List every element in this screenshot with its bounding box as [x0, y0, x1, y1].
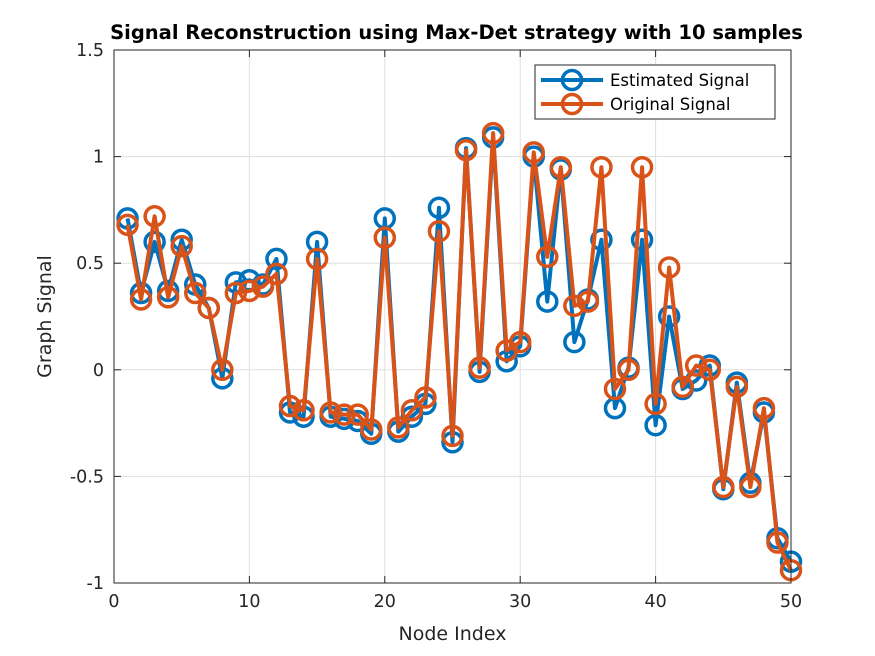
chart-title: Signal Reconstruction using Max-Det stra… [110, 21, 803, 44]
data-point [238, 279, 261, 303]
data-point [725, 375, 749, 399]
data-point [143, 230, 166, 254]
data-point [129, 281, 153, 305]
data-point [657, 305, 681, 328]
series-layer [116, 121, 803, 582]
legend-label: Original Signal [610, 95, 731, 114]
y-tick-label: 0.5 [76, 254, 104, 274]
data-point [454, 138, 478, 162]
data-point [156, 279, 180, 303]
x-axis-label: Node Index [399, 623, 507, 645]
data-point [265, 262, 288, 286]
data-point [508, 330, 532, 354]
y-tick-label: -0.5 [70, 467, 104, 487]
data-point [712, 475, 735, 499]
y-tick-label: 1 [93, 148, 104, 168]
data-point [644, 413, 667, 437]
x-tick-label: 30 [509, 592, 531, 612]
data-point [211, 358, 234, 382]
x-tick-label: 50 [780, 592, 802, 612]
y-axis-label: Graph Signal [34, 255, 56, 378]
data-point [522, 141, 545, 164]
data-point [373, 226, 397, 249]
legend: Estimated Signal Original Signal [534, 64, 776, 120]
ticks: 0 10 20 30 40 50 -1 -0.5 0 0.5 1 1.5 [70, 41, 802, 612]
data-point [427, 219, 451, 243]
data-point [387, 416, 410, 439]
data-point [563, 330, 586, 354]
data-point [739, 475, 762, 499]
data-point [400, 399, 424, 422]
data-point [278, 394, 302, 418]
legend-label: Estimated Signal [610, 71, 749, 90]
x-tick-label: 0 [108, 592, 119, 612]
series-original-signal [116, 121, 803, 582]
data-point [563, 294, 586, 318]
data-point [536, 290, 559, 313]
data-point [116, 213, 139, 237]
data-point [143, 205, 166, 228]
data-point [305, 247, 329, 271]
legend-box [534, 64, 776, 120]
y-tick-label: 0 [93, 361, 104, 381]
data-point [752, 396, 776, 420]
data-point [657, 256, 681, 279]
data-point [156, 286, 180, 309]
x-tick-label: 40 [644, 592, 666, 612]
data-point [265, 247, 288, 271]
data-point [671, 375, 694, 399]
data-point [576, 290, 600, 313]
data-point [468, 356, 491, 379]
data-point [590, 228, 613, 251]
data-point [644, 392, 667, 416]
data-point [183, 281, 207, 305]
data-point [617, 358, 640, 382]
data-point [251, 275, 275, 298]
data-point [630, 156, 654, 179]
data-point [427, 196, 451, 220]
data-point [346, 403, 369, 426]
legend-marker [560, 68, 584, 92]
y-tick-label: -1 [87, 574, 104, 594]
x-tick-label: 10 [238, 592, 260, 612]
data-point [197, 296, 221, 320]
data-point [684, 354, 708, 377]
data-point [332, 403, 356, 426]
data-point [305, 230, 329, 254]
data-point [170, 234, 193, 258]
data-point [224, 281, 248, 305]
x-tick-label: 20 [374, 592, 396, 612]
data-point [360, 418, 383, 441]
data-point [549, 156, 573, 179]
y-tick-label: 1.5 [76, 41, 104, 61]
data-point [590, 156, 613, 179]
data-point [400, 405, 424, 428]
legend-marker [560, 92, 584, 116]
data-point [319, 401, 342, 424]
data-point [441, 424, 464, 448]
data-point [536, 245, 559, 269]
data-point [766, 531, 789, 554]
data-point [292, 399, 315, 422]
axes-box [113, 49, 792, 584]
data-point [630, 228, 654, 251]
data-point [698, 358, 722, 382]
data-point [481, 121, 505, 145]
data-point [129, 288, 153, 311]
data-point [414, 386, 437, 409]
series-line [125, 131, 793, 572]
data-point [603, 377, 627, 401]
